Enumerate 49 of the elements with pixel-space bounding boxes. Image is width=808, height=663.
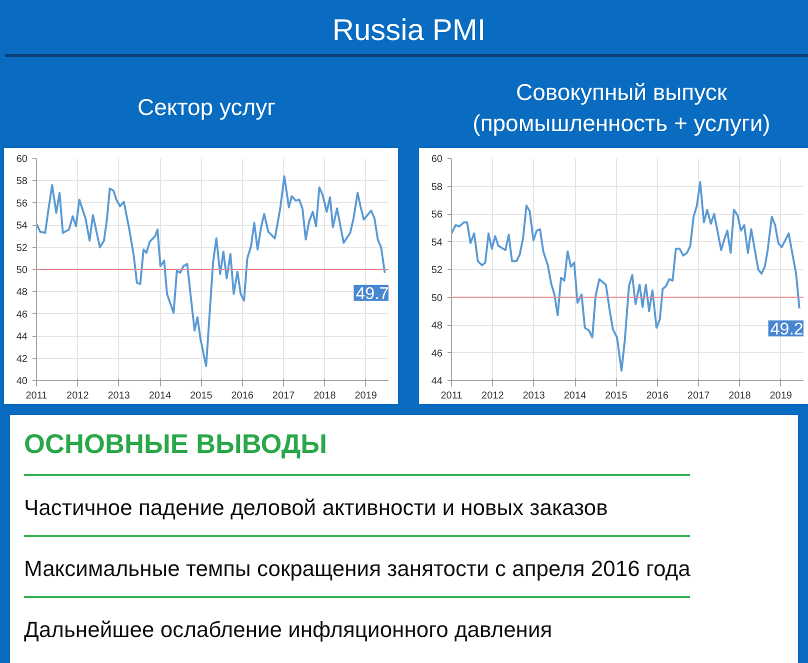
y-tick-label: 44 [16, 332, 28, 343]
x-tick-label: 2018 [314, 390, 336, 402]
y-tick-label: 50 [431, 292, 443, 304]
chart-title: Сектор услуг [137, 93, 276, 122]
x-tick-label: 2015 [605, 390, 628, 402]
x-tick-label: 2019 [354, 390, 378, 402]
text: ОСНОВНЫЕ ВЫВОДЫ [24, 415, 690, 476]
text: Частичное падение деловой активности и новых заказов [24, 476, 690, 537]
y-tick-label: 48 [16, 287, 28, 298]
y-tick-label: 40 [16, 376, 28, 387]
annotation: 49.7 [356, 284, 389, 303]
line-series [36, 175, 386, 368]
y-tick-label: 54 [16, 220, 28, 232]
y-tick-label: 56 [16, 198, 28, 210]
y-tick-label: 58 [431, 182, 443, 193]
y-tick-label: 52 [431, 265, 443, 276]
x-tick-label: 2015 [190, 390, 213, 402]
x-tick-label: 2012 [66, 390, 90, 402]
x-tick-label: 2012 [482, 390, 504, 402]
x-tick-label: 2017 [272, 390, 296, 402]
y-tick-label: 58 [16, 176, 28, 188]
y-tick-label: 48 [431, 320, 443, 332]
y-tick-label: 42 [16, 354, 28, 365]
x-tick-label: 2011 [440, 390, 463, 402]
x-tick-label: 2014 [148, 390, 172, 402]
x-tick-label: 2016 [646, 390, 669, 402]
annotation: 49.2 [770, 319, 804, 338]
x-tick-label: 2016 [231, 390, 254, 402]
y-tick-label: 56 [431, 210, 443, 220]
x-tick-label: 2017 [687, 390, 710, 402]
y-tick-label: 44 [431, 376, 443, 387]
chart-title: Совокупный выпуск (промышленность + услуги) [472, 78, 770, 138]
y-tick-label: 52 [16, 242, 28, 254]
y-tick-label: 46 [16, 309, 28, 320]
x-tick-label: 2019 [770, 390, 792, 402]
y-tick-label: 60 [431, 154, 443, 165]
y-tick-label: 50 [16, 265, 28, 276]
x-tick-label: 2014 [564, 390, 587, 402]
text: Максимальные темпы сокращения занятости с апреля 2016 года [24, 536, 690, 598]
text: Дальнейшее ослабление инфляционного давления [24, 616, 554, 644]
x-tick-label: 2013 [522, 390, 546, 402]
line-series [452, 181, 800, 372]
x-tick-label: 2018 [728, 390, 752, 402]
x-tick-label: 2013 [108, 390, 130, 402]
y-tick-label: 54 [431, 237, 443, 248]
y-tick-label: 60 [16, 154, 28, 165]
text: Russia PMI [332, 13, 486, 49]
x-tick-label: 2011 [26, 390, 48, 402]
y-tick-label: 46 [431, 348, 443, 360]
